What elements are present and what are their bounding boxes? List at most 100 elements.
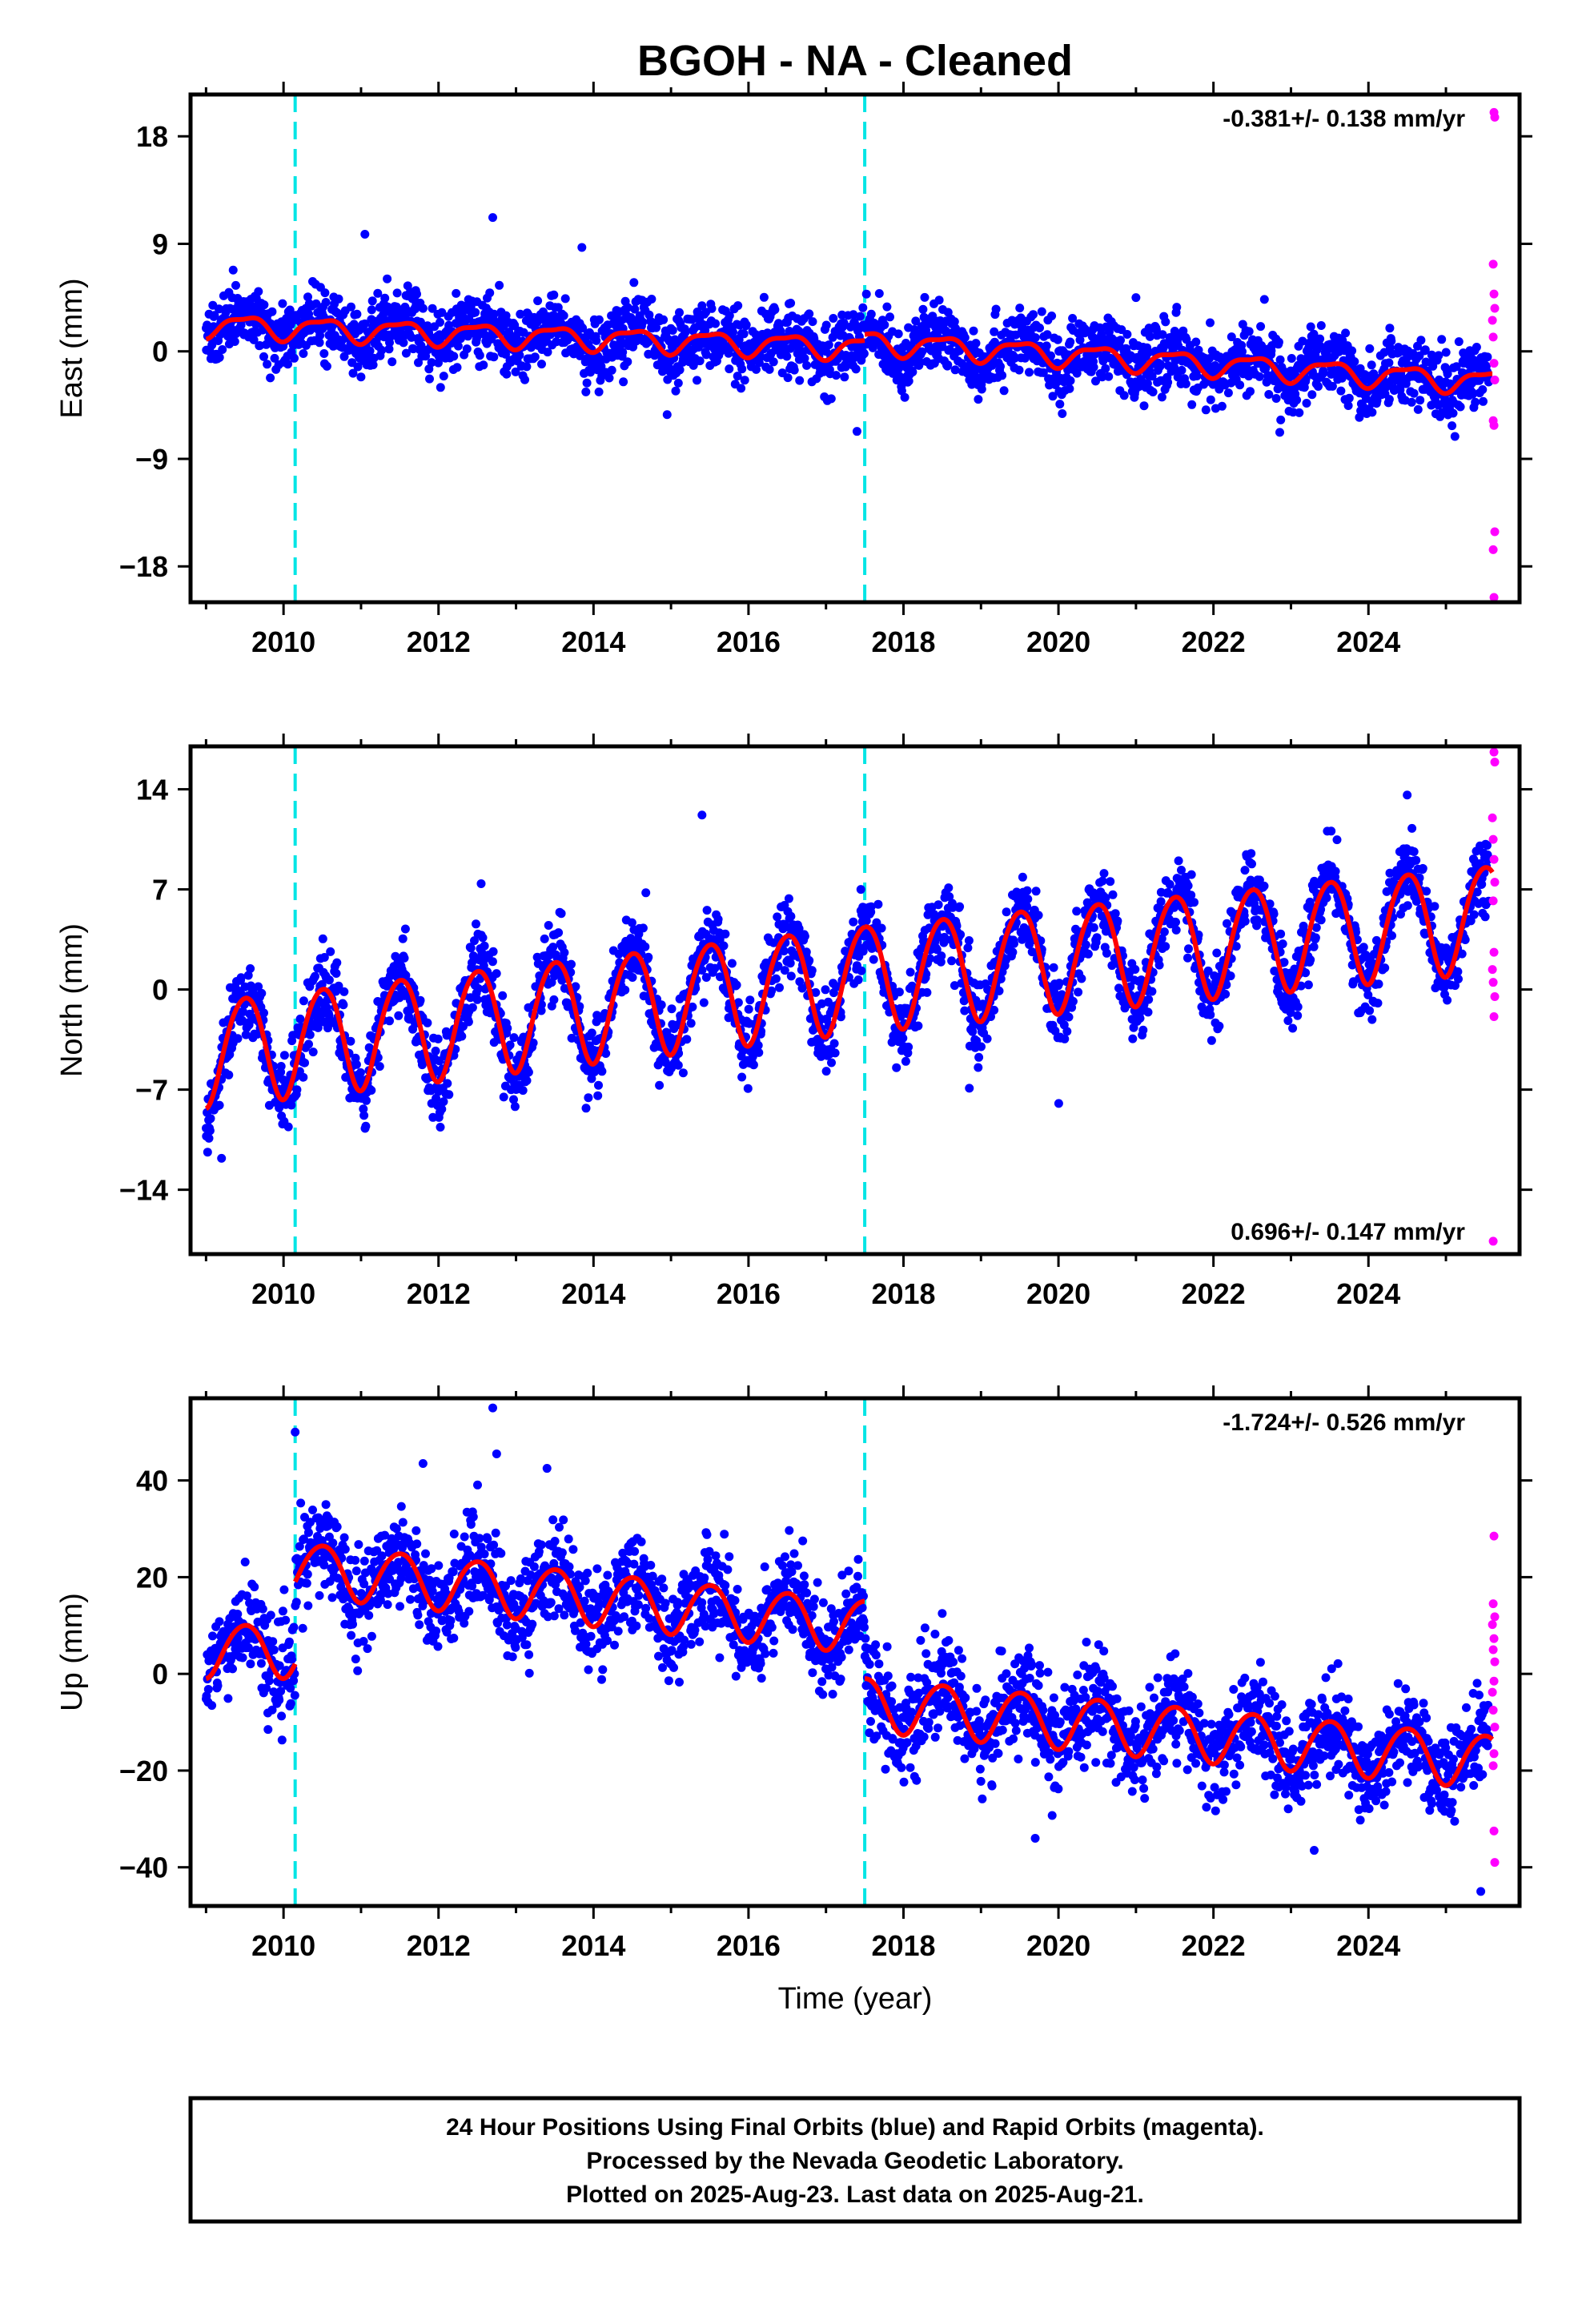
final-orbit-point: [873, 899, 883, 909]
final-orbit-point: [540, 934, 549, 943]
final-orbit-outlier: [228, 265, 238, 275]
final-orbit-point: [1102, 948, 1111, 958]
final-orbit-point: [841, 362, 850, 372]
final-orbit-point: [1275, 428, 1284, 437]
final-orbit-point: [1022, 902, 1031, 911]
final-orbit-point: [719, 941, 729, 951]
final-orbit-point: [1316, 915, 1326, 925]
final-orbit-point: [505, 1040, 515, 1050]
final-orbit-point: [968, 1027, 978, 1036]
final-orbit-point: [1331, 866, 1340, 876]
final-orbit-point: [318, 934, 327, 943]
final-orbit-point: [982, 1034, 992, 1043]
final-orbit-point: [1014, 365, 1024, 375]
final-orbit-point: [673, 378, 683, 388]
final-orbit-point: [321, 298, 331, 307]
final-orbit-point: [1113, 916, 1122, 926]
final-orbit-point: [452, 363, 462, 372]
plot-area: [202, 94, 1500, 602]
final-orbit-point: [627, 918, 636, 927]
final-orbit-point: [1293, 1011, 1303, 1020]
final-orbit-point: [1206, 395, 1215, 404]
final-orbit-point: [859, 349, 869, 359]
final-orbit-point: [656, 1000, 666, 1010]
final-orbit-point: [1171, 925, 1181, 935]
final-orbit-point: [1064, 1012, 1074, 1022]
final-orbit-point: [1437, 335, 1447, 344]
north-panel: 2010 2012 2014 2016 2018 2020 2022 20241470−7−1…: [55, 734, 1532, 1310]
final-orbit-point: [974, 395, 983, 404]
final-orbit-point: [365, 346, 375, 356]
final-orbit-point: [759, 292, 769, 302]
final-orbit-point: [1302, 399, 1311, 408]
final-orbit-point: [1259, 295, 1269, 304]
final-orbit-point: [528, 1038, 538, 1047]
final-orbit-point: [1311, 933, 1320, 943]
final-orbit-point: [773, 961, 783, 971]
final-orbit-point: [1206, 318, 1215, 328]
final-orbit-point: [1099, 869, 1109, 879]
final-orbit-point: [977, 1042, 986, 1051]
final-orbit-point: [400, 953, 409, 963]
final-orbit-point: [1037, 307, 1046, 316]
final-orbit-point: [241, 1030, 251, 1039]
final-orbit-point: [594, 1080, 603, 1090]
final-orbit-point: [320, 288, 330, 298]
final-orbit-points: [202, 823, 1493, 1157]
final-orbit-point: [1144, 995, 1154, 1004]
final-orbit-point: [1101, 364, 1110, 373]
final-orbit-point: [1143, 1007, 1153, 1017]
final-orbit-point: [773, 912, 782, 922]
final-orbit-point: [964, 936, 974, 945]
final-orbit-point: [1108, 890, 1118, 899]
final-orbit-point: [897, 386, 906, 396]
final-orbit-point: [308, 1047, 318, 1057]
final-orbit-point: [1479, 396, 1488, 406]
final-orbit-point: [710, 963, 720, 973]
final-orbit-point: [1205, 354, 1215, 364]
final-orbit-point: [1275, 355, 1285, 364]
final-orbit-point: [944, 883, 954, 893]
final-orbit-point: [1074, 987, 1083, 997]
final-orbit-point: [349, 320, 359, 329]
final-orbit-point: [1054, 1099, 1063, 1108]
final-orbit-point: [937, 951, 946, 961]
final-orbit-point: [488, 957, 497, 967]
final-orbit-point: [782, 352, 792, 361]
final-orbit-point: [1341, 328, 1351, 338]
final-orbit-point: [311, 971, 319, 981]
final-orbit-point: [701, 973, 711, 982]
final-orbit-point: [836, 1012, 845, 1022]
final-orbit-point: [911, 316, 921, 326]
final-orbit-point: [428, 304, 437, 313]
final-orbit-point: [1303, 980, 1313, 990]
final-orbit-point: [858, 303, 868, 312]
final-orbit-point: [1092, 933, 1102, 943]
final-orbit-point: [1157, 934, 1166, 943]
final-orbit-point: [638, 923, 648, 933]
final-orbit-point: [1187, 400, 1197, 409]
final-orbit-point: [215, 304, 223, 314]
final-orbit-point: [1047, 312, 1057, 320]
final-orbit-point: [801, 947, 811, 957]
final-orbit-point: [423, 321, 432, 331]
final-orbit-point: [355, 1068, 365, 1077]
final-orbit-point: [548, 943, 558, 952]
final-orbit-point: [353, 362, 363, 372]
final-orbit-point: [1271, 394, 1281, 403]
final-orbit-point: [688, 1002, 697, 1011]
final-orbit-point: [1029, 310, 1038, 320]
final-orbit-point: [971, 339, 981, 348]
final-orbit-point: [259, 352, 268, 361]
final-orbit-point: [1434, 351, 1443, 360]
final-orbit-point: [347, 302, 355, 312]
final-orbit-point: [478, 933, 488, 943]
final-orbit-point: [472, 332, 482, 341]
final-orbit-point: [697, 301, 707, 311]
final-orbit-point: [802, 360, 812, 370]
final-orbit-point: [299, 996, 308, 1006]
final-orbit-point: [947, 956, 957, 966]
final-orbit-point: [990, 327, 999, 336]
final-orbit-point: [1456, 402, 1465, 412]
final-orbit-point: [488, 947, 498, 956]
